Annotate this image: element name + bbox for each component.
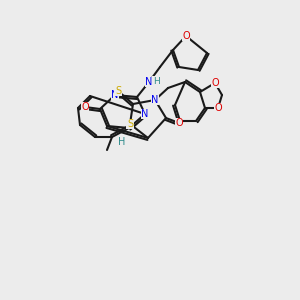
Text: O: O	[182, 31, 190, 41]
Text: N: N	[151, 95, 159, 105]
Text: O: O	[175, 118, 183, 128]
Text: S: S	[127, 119, 133, 129]
Text: N: N	[141, 109, 149, 119]
Text: O: O	[211, 78, 219, 88]
Text: H: H	[118, 137, 126, 147]
Text: S: S	[115, 86, 121, 96]
Text: O: O	[81, 102, 89, 112]
Text: H: H	[153, 76, 159, 85]
Text: O: O	[214, 103, 222, 113]
Text: N: N	[111, 90, 119, 100]
Text: N: N	[145, 77, 153, 87]
